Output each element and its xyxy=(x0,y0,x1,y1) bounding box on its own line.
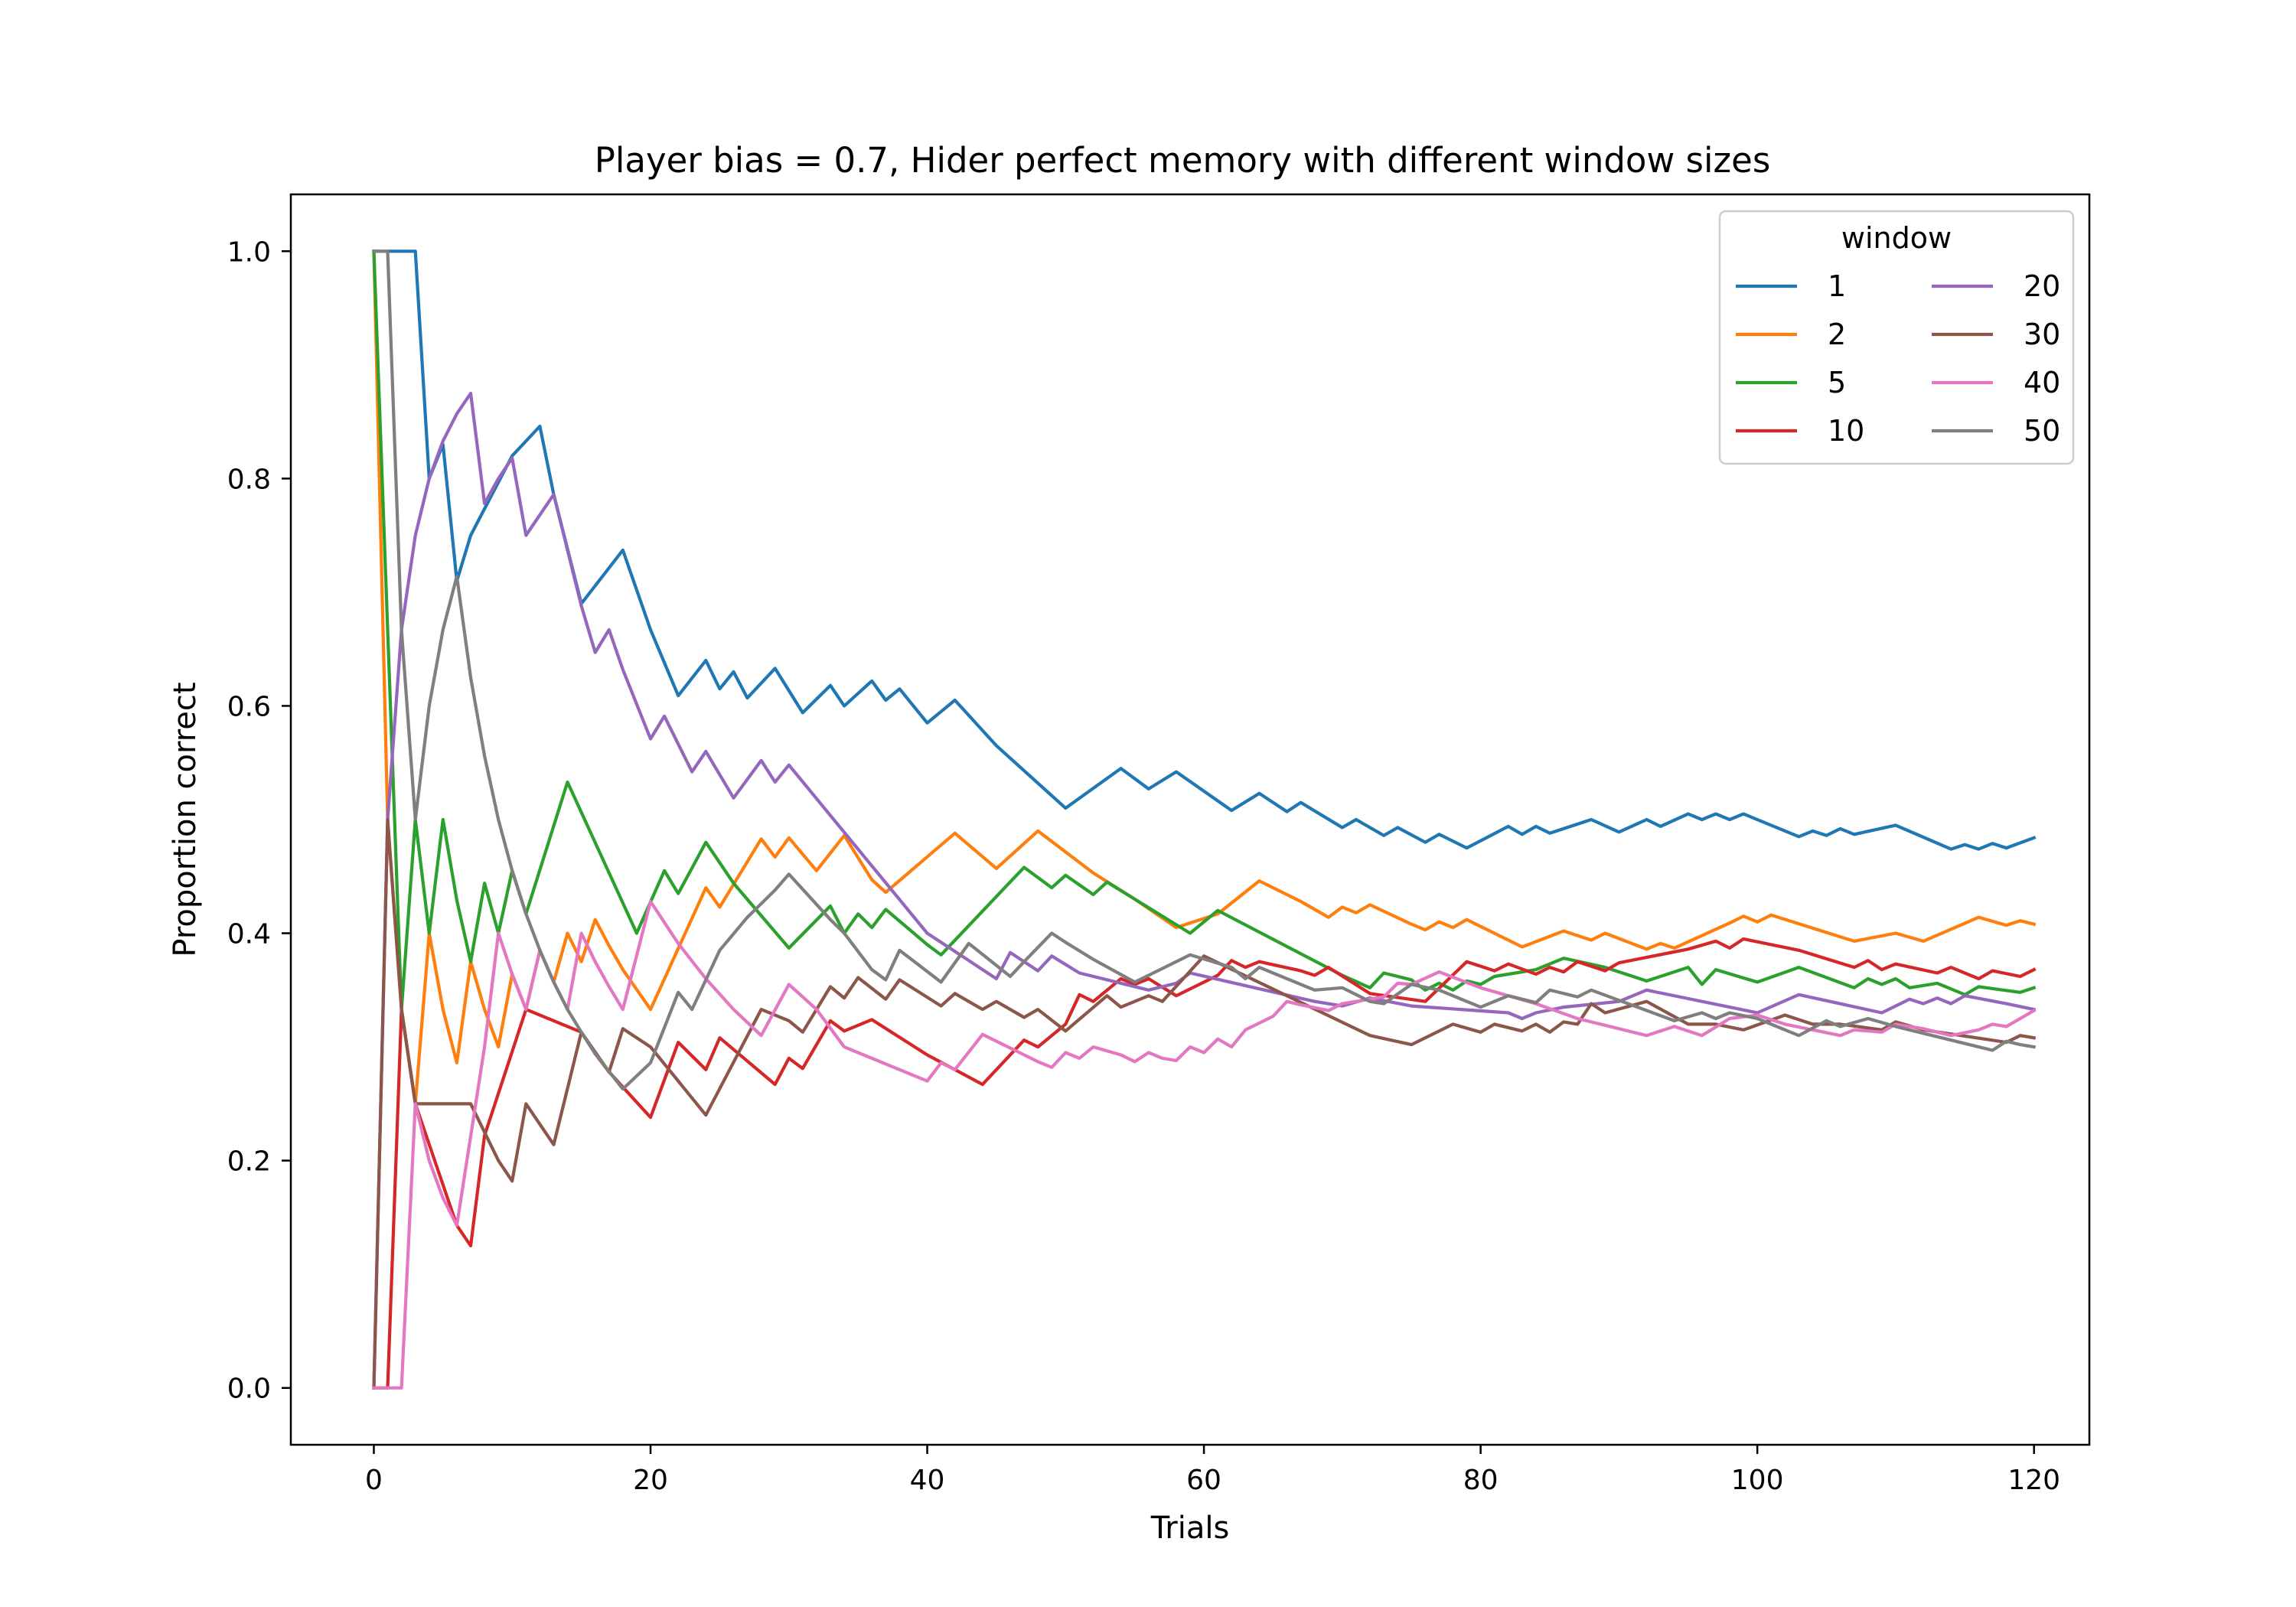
y-axis: 0.0 0.2 0.4 0.6 0.8 1.0 xyxy=(227,236,291,1405)
x-axis: 0 20 40 60 80 100 120 xyxy=(365,1445,2060,1496)
y-tick-label: 0.8 xyxy=(227,464,271,495)
series-line-1 xyxy=(372,249,2037,851)
plot-area xyxy=(372,249,2037,1390)
legend: window 1 2 5 10 20 30 40 50 xyxy=(1718,210,2075,465)
x-tick-label: 0 xyxy=(365,1465,383,1496)
series-line-10 xyxy=(372,937,2037,1390)
chart-title: Player bias = 0.7, Hider perfect memory … xyxy=(595,140,1771,181)
x-tick-label: 20 xyxy=(633,1465,668,1496)
legend-title: window xyxy=(1841,221,1952,255)
x-tick-label: 40 xyxy=(910,1465,945,1496)
series-line-20 xyxy=(372,391,2037,1390)
x-tick-label: 80 xyxy=(1463,1465,1499,1496)
x-tick-label: 60 xyxy=(1186,1465,1221,1496)
legend-label-10: 10 xyxy=(1828,414,1864,448)
y-tick-label: 0.0 xyxy=(227,1374,271,1405)
x-tick-label: 120 xyxy=(2007,1465,2060,1496)
y-tick-label: 0.6 xyxy=(227,691,271,722)
legend-label-30: 30 xyxy=(2024,318,2060,351)
y-axis-label: Proportion correct xyxy=(168,682,203,957)
legend-label-40: 40 xyxy=(2024,366,2060,399)
axes-frame xyxy=(289,193,2091,1446)
y-tick-label: 0.2 xyxy=(227,1146,271,1178)
legend-label-5: 5 xyxy=(1828,366,1846,399)
x-axis-label: Trials xyxy=(1150,1511,1230,1546)
y-tick-label: 0.4 xyxy=(227,919,271,950)
legend-label-1: 1 xyxy=(1828,269,1846,303)
legend-box xyxy=(1718,210,2075,465)
legend-label-20: 20 xyxy=(2024,269,2060,303)
legend-label-2: 2 xyxy=(1828,318,1846,351)
legend-entries: 1 2 5 10 20 30 40 50 xyxy=(1736,269,2060,448)
x-tick-label: 100 xyxy=(1731,1465,1784,1496)
series-line-50 xyxy=(372,249,2037,1091)
legend-label-50: 50 xyxy=(2024,414,2060,448)
y-tick-label: 1.0 xyxy=(227,236,271,268)
